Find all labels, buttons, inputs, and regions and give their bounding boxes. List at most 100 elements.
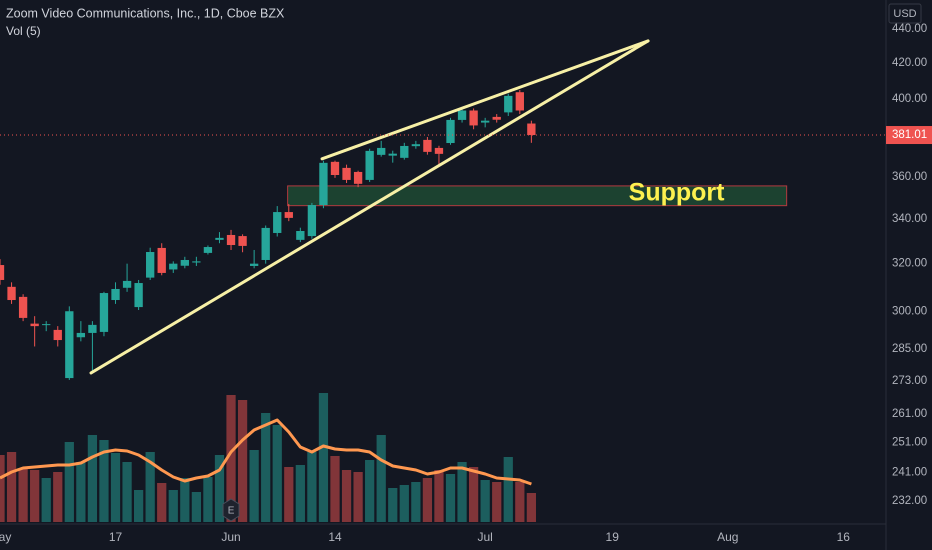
currency-box[interactable] <box>888 3 922 24</box>
candle-body <box>273 212 282 233</box>
candle-body <box>203 247 213 253</box>
volume-bar <box>295 465 305 522</box>
volume-bar <box>6 452 17 522</box>
x-tick-label: 17 <box>109 530 123 544</box>
volume-bar <box>133 490 144 522</box>
volume-legend: Vol (5) <box>6 24 41 38</box>
x-tick-label: Jul <box>477 530 492 544</box>
candle-body <box>319 162 328 206</box>
volume-bar <box>388 488 398 522</box>
last-price-label: 381.01 <box>892 129 927 141</box>
candle-body <box>0 265 5 280</box>
candle-body <box>469 110 478 126</box>
volume-bar <box>365 460 375 522</box>
y-tick-label: 360.00 <box>892 171 927 183</box>
candle-body <box>353 171 363 184</box>
candle-body <box>492 116 501 120</box>
candle-body <box>296 230 305 240</box>
volume-bar <box>411 482 421 522</box>
candle-body <box>18 296 28 318</box>
volume-bar <box>180 478 190 522</box>
candle-body <box>377 147 386 155</box>
volume-bar <box>330 456 340 522</box>
volume-bar <box>191 492 201 522</box>
volume-bar <box>261 413 271 522</box>
volume-bar <box>353 472 363 522</box>
volume-bar <box>122 462 132 522</box>
y-tick-label: 241.00 <box>892 467 927 479</box>
candle-body <box>30 323 39 327</box>
candle-body <box>342 167 351 180</box>
volume-bar <box>76 462 86 522</box>
earnings-label: E <box>228 506 235 517</box>
volume-bar <box>168 490 178 522</box>
currency-label[interactable]: USD <box>893 8 916 20</box>
candle-body <box>330 161 340 175</box>
x-tick-label: 16 <box>837 530 851 544</box>
y-tick-label: 320.00 <box>892 258 927 270</box>
candle-body <box>423 139 432 152</box>
trendline <box>89 39 650 375</box>
zone-label: Support <box>629 178 725 206</box>
support-zone <box>287 185 788 207</box>
volume-bar <box>64 442 74 522</box>
plot-area: Support <box>0 39 886 522</box>
candle-body <box>457 110 467 120</box>
candle-body <box>388 153 397 156</box>
candle-body <box>365 150 374 180</box>
volume-bar <box>237 400 248 522</box>
chart-title: Zoom Video Communications, Inc., 1D, Cbo… <box>6 6 285 20</box>
y-tick-label: 232.00 <box>892 495 927 507</box>
candle-body <box>111 288 120 301</box>
volume-bar <box>399 485 409 522</box>
volume-bar <box>307 452 317 522</box>
candle-body <box>215 237 224 240</box>
candle-body <box>400 145 409 158</box>
candle-body <box>504 95 513 113</box>
volume-bar <box>515 482 525 522</box>
volume-bar <box>284 467 294 522</box>
candle-body <box>76 332 86 338</box>
x-tick-label: 14 <box>328 530 342 544</box>
volume-bar <box>422 478 433 522</box>
candle-body <box>169 263 178 270</box>
volume-bar <box>376 435 386 522</box>
candle-body <box>411 144 421 147</box>
volume-bar <box>341 470 352 522</box>
candle-body <box>527 123 536 136</box>
volume-bar <box>145 452 155 522</box>
candle-body <box>157 247 166 273</box>
y-tick-label: 251.00 <box>892 437 927 449</box>
volume-bar <box>445 474 456 522</box>
volume-bar <box>0 455 5 522</box>
candle-body <box>65 311 74 379</box>
candle-body <box>7 286 16 301</box>
y-tick-label: 440.00 <box>892 23 927 35</box>
volume-bar <box>157 483 167 522</box>
y-tick-label: 340.00 <box>892 213 927 225</box>
volume-bar <box>214 455 225 522</box>
y-tick-label: 285.00 <box>892 343 927 355</box>
candle-body <box>226 234 236 246</box>
candle-body <box>481 120 490 123</box>
x-tick-label: Aug <box>717 530 738 544</box>
x-tick-label: 19 <box>606 530 620 544</box>
volume-bar <box>318 393 329 522</box>
volume-bar <box>110 453 121 522</box>
y-tick-label: 400.00 <box>892 93 927 105</box>
candle-body <box>261 227 270 260</box>
candle-body <box>88 324 97 333</box>
volume-bar <box>503 457 513 522</box>
candle-body <box>307 205 317 237</box>
volume-bar <box>526 493 536 522</box>
x-tick-label: May <box>0 530 11 544</box>
volume-bar <box>87 435 98 522</box>
candle-body <box>122 280 132 288</box>
candle-body <box>134 283 143 308</box>
y-tick-label: 300.00 <box>892 305 927 317</box>
candle-body <box>446 119 455 144</box>
volume-bar <box>272 425 282 522</box>
